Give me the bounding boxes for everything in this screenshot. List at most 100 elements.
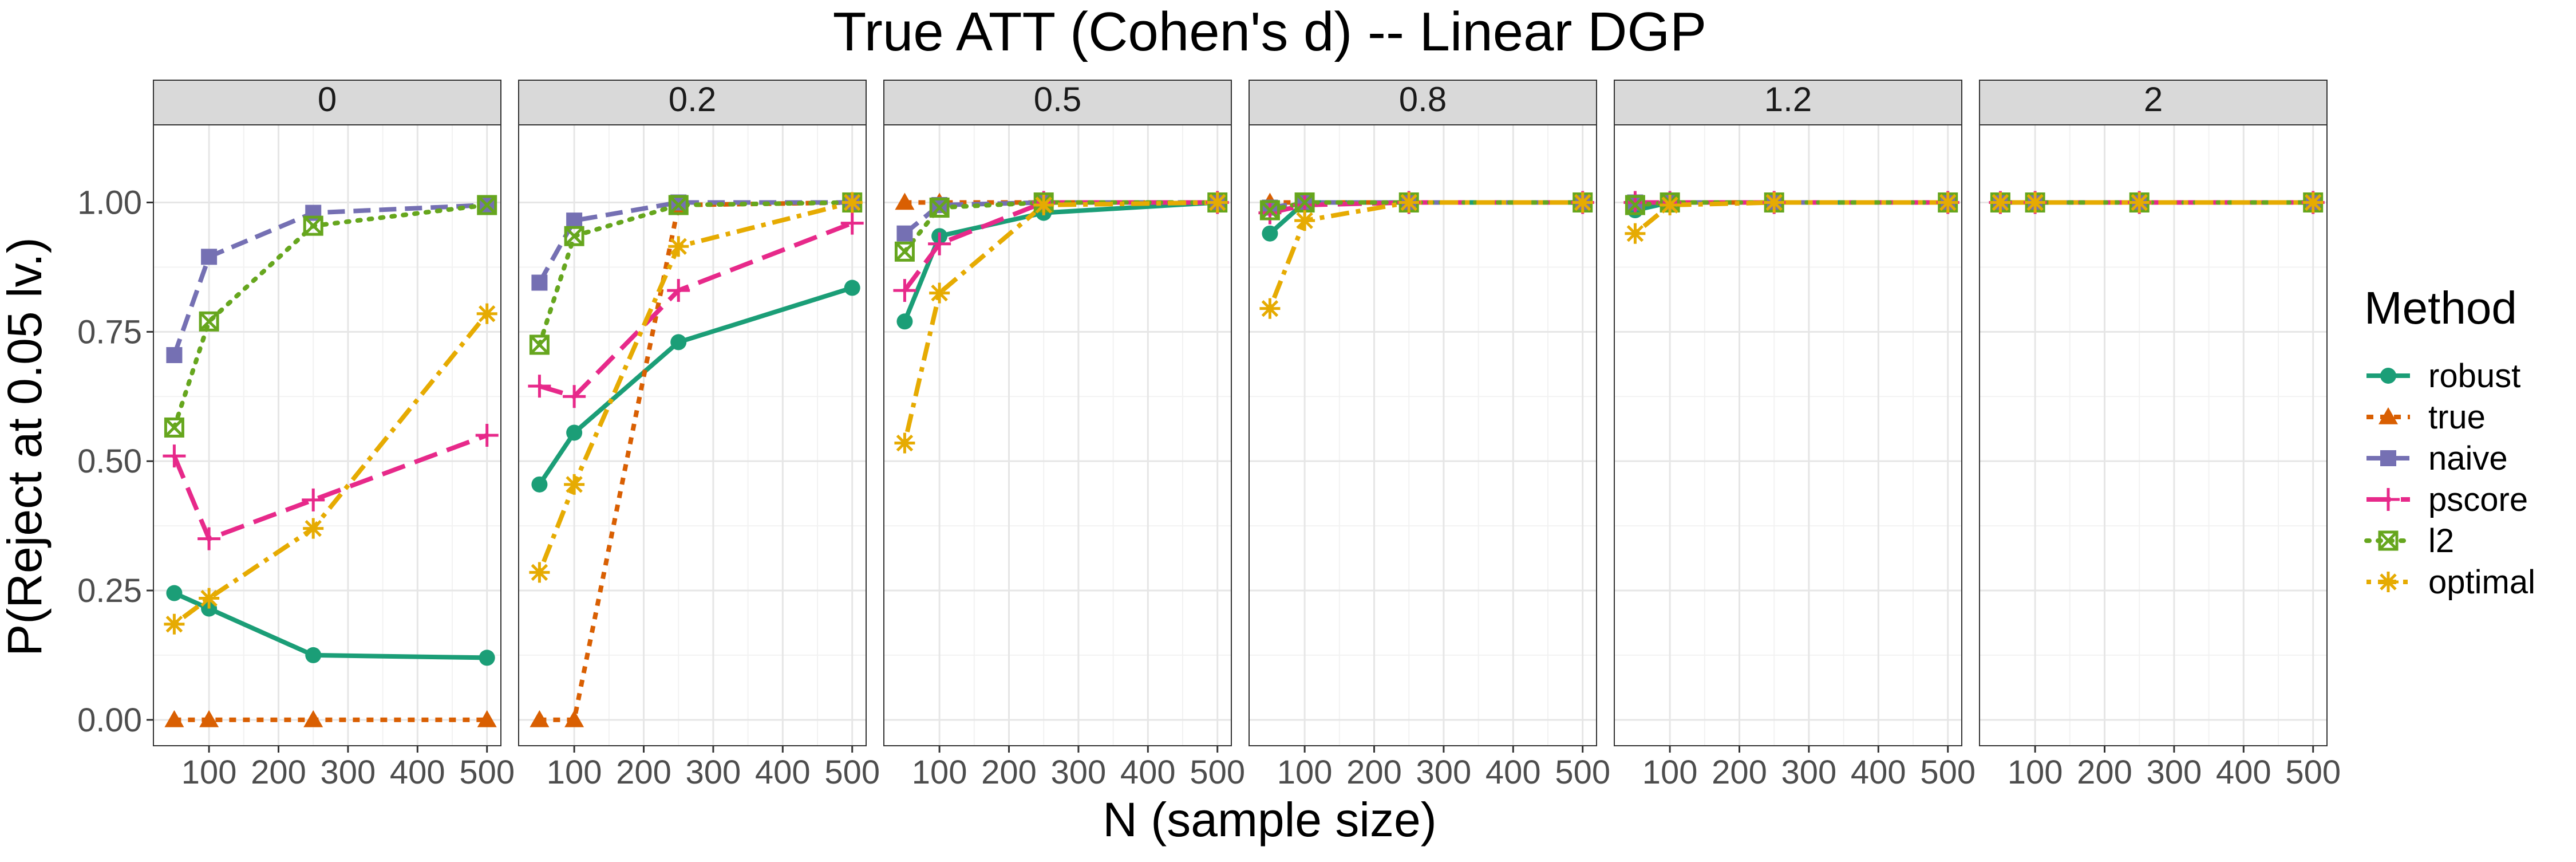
panel-border	[518, 124, 867, 746]
x-tick-label: 300	[2147, 754, 2202, 791]
point-robust	[166, 585, 183, 601]
series-lines	[1633, 200, 1950, 235]
point-true	[199, 710, 219, 727]
plot-background	[1249, 125, 1597, 746]
point-optimal-a4	[200, 589, 218, 607]
x-tick-label: 500	[459, 754, 515, 791]
point-optimal-a4	[1296, 212, 1313, 229]
panel-border	[1614, 124, 1962, 746]
series-line-l2	[537, 200, 855, 347]
point-l2-d2	[564, 226, 584, 246]
point-l2-d2	[930, 198, 949, 218]
x-axis-ticks: 100 200 300 400 500	[181, 746, 515, 791]
legend: Method robust true naive pscore l2 optimal	[2364, 282, 2535, 601]
point-naive	[566, 212, 583, 229]
point-l2-d2	[303, 216, 323, 235]
point-l2-d2	[530, 335, 550, 355]
point-l2	[1259, 200, 1280, 221]
point-naive-shape	[166, 347, 183, 363]
point-true-shape	[199, 710, 219, 727]
legend-key-marker-shape	[2380, 450, 2396, 466]
series-markers	[528, 192, 864, 727]
point-naive	[201, 249, 218, 265]
point-optimal-a4	[1992, 194, 2009, 211]
point-optimal-a4	[1208, 194, 1226, 211]
point-l2-box	[929, 198, 950, 218]
point-optimal-a4	[896, 434, 914, 452]
x-tick-label: 300	[686, 754, 741, 791]
point-true	[564, 710, 584, 727]
y-axis-title: P(Reject at 0.05 lv.)	[0, 237, 52, 656]
point-optimal	[1660, 195, 1681, 216]
point-robust-shape	[670, 334, 687, 351]
point-l2-box	[894, 241, 915, 262]
strip-background	[1249, 80, 1597, 125]
point-optimal	[1764, 192, 1785, 213]
point-l2	[477, 195, 497, 215]
point-l2	[199, 311, 219, 332]
point-l2-d2	[164, 418, 184, 438]
point-robust-shape	[566, 424, 583, 441]
point-robust	[844, 280, 860, 296]
legend-label: l2	[2428, 522, 2454, 560]
x-axis-ticks: 100 200 300 400 500	[547, 746, 880, 791]
x-tick-label: 100	[1642, 754, 1698, 791]
point-true	[303, 710, 323, 727]
point-l2-box	[564, 226, 584, 246]
series-line-naive	[172, 203, 487, 356]
legend-label: robust	[2428, 357, 2520, 395]
x-axis-ticks: 100 200 300 400 500	[2008, 746, 2341, 791]
x-tick-label: 500	[1190, 754, 1245, 791]
point-naive-shape	[531, 274, 548, 291]
strip-label: 1.2	[1764, 80, 1812, 119]
point-robust-shape	[896, 313, 913, 330]
point-optimal	[1294, 210, 1315, 231]
point-l2-d2	[1295, 192, 1314, 212]
point-optimal	[2025, 192, 2046, 213]
x-tick-label: 500	[1920, 754, 1976, 791]
point-pscore	[563, 385, 586, 408]
point-robust	[566, 424, 583, 441]
point-l2-d2	[669, 195, 688, 215]
y-tick-label: 0.25	[77, 572, 142, 609]
panel-3: 0.8 100 200 300 400 500	[1249, 80, 1610, 791]
point-l2	[894, 241, 915, 262]
x-tick-label: 500	[2285, 754, 2341, 791]
point-optimal-a4	[670, 238, 687, 255]
legend-key-marker	[2380, 368, 2396, 384]
point-optimal-a4	[1661, 196, 1678, 214]
x-tick-label: 500	[1555, 754, 1610, 791]
panels-layer: 0 100 200 300 400 500 0.00 0.25 0.50 0.75 1.00 0.2 1…	[77, 80, 2341, 791]
legend-key-marker-box	[2378, 530, 2399, 551]
point-robust-shape	[531, 476, 548, 493]
x-axis-ticks: 100 200 300 400 500	[1277, 746, 1610, 791]
point-pscore	[893, 279, 916, 302]
point-pscore	[928, 232, 951, 255]
point-robust	[201, 600, 218, 617]
x-tick-label: 100	[181, 754, 237, 791]
point-l2-d2	[477, 195, 497, 215]
point-true-shape	[564, 710, 584, 727]
point-robust-shape	[305, 647, 322, 663]
strip-label: 0.2	[669, 80, 716, 119]
panel-border	[883, 124, 1232, 746]
point-optimal-a4	[1939, 194, 1957, 211]
legend-key-marker	[2378, 572, 2399, 592]
panel-4: 1.2 100 200 300 400 500	[1614, 80, 1976, 791]
x-tick-label: 100	[912, 754, 967, 791]
point-l2	[929, 198, 950, 218]
point-l2	[564, 226, 584, 246]
point-naive	[896, 225, 913, 242]
point-robust	[670, 334, 687, 351]
point-l2-d2	[1260, 200, 1280, 220]
point-optimal	[841, 192, 863, 213]
panel-border	[1249, 124, 1597, 746]
point-robust-shape	[1262, 225, 1278, 242]
point-pscore	[163, 444, 186, 468]
point-pscore	[302, 488, 325, 511]
point-naive-shape	[566, 212, 583, 229]
series-markers	[893, 191, 1229, 454]
point-optimal-a4	[566, 476, 583, 493]
panel-border	[153, 124, 501, 746]
